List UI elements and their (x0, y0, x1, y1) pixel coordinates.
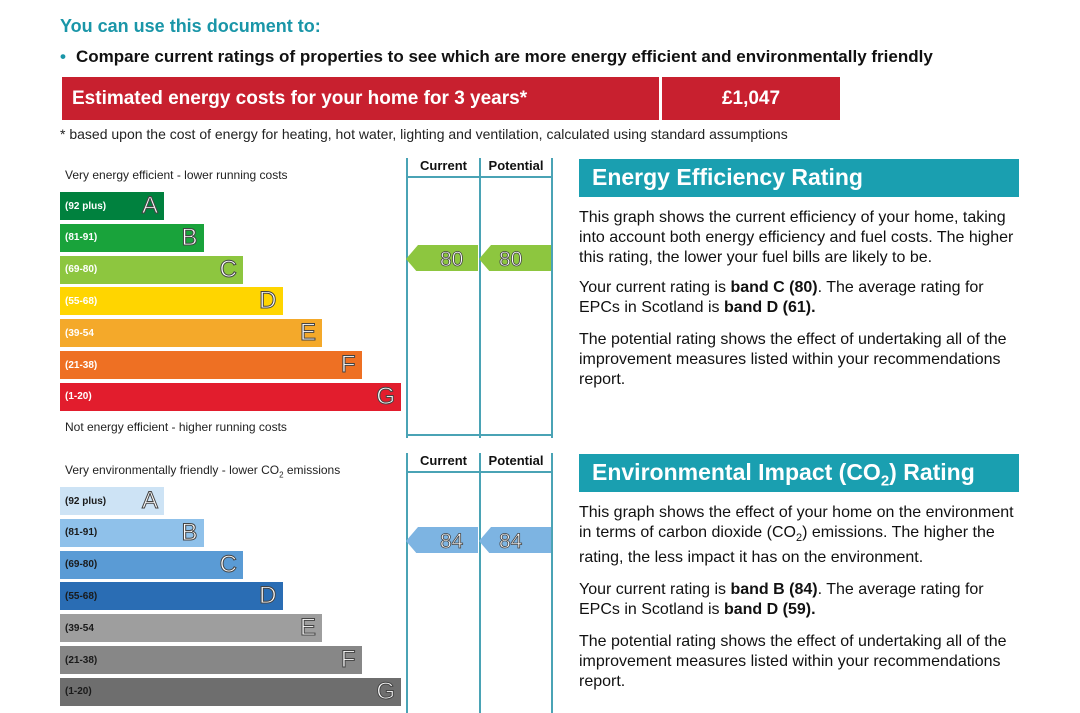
band-letter: A (141, 487, 158, 515)
potential-column-header: Potential (488, 158, 544, 173)
rating-band-a: (92 plus) A (60, 192, 164, 220)
band-letter: B (181, 223, 198, 251)
environment-potential-rating-text: The potential rating shows the effect of… (579, 633, 1007, 691)
chart-bottom-label: Not energy efficient - higher running co… (65, 420, 287, 434)
band-range: (39-54 (65, 327, 94, 339)
current-column-header: Current (420, 453, 467, 468)
band-letter: A (141, 192, 158, 220)
potential-rating-arrow: 84 (479, 527, 551, 553)
bullet-icon: • (60, 47, 66, 66)
rating-band-e: (39-54 E (60, 319, 322, 348)
bullet-item: • Compare current ratings of properties t… (60, 47, 933, 67)
energy-cost-label: Estimated energy costs for your home for… (62, 77, 659, 120)
rating-band-d: (55-68) D (60, 287, 283, 316)
chart-top-label: Very energy efficient - lower running co… (65, 168, 288, 182)
band-range: (21-38) (65, 654, 98, 666)
band-range: (21-38) (65, 359, 98, 371)
band-range: (55-68) (65, 590, 98, 602)
band-range: (1-20) (65, 391, 92, 403)
energy-current-rating-text: Your current rating is band C (80). The … (579, 279, 984, 316)
environmental-impact-panel: Environmental Impact (CO2) Rating This g… (579, 454, 1019, 692)
band-range: (39-54 (65, 622, 94, 634)
cost-footnote: * based upon the cost of energy for heat… (60, 126, 788, 142)
bullet-text: Compare current ratings of properties to… (75, 47, 933, 66)
rating-band-b: (81-91) B (60, 223, 204, 252)
current-rating-value: 84 (440, 530, 464, 553)
potential-rating-arrow: 80 (479, 245, 551, 271)
energy-efficiency-desc: This graph shows the current efficiency … (579, 209, 1014, 266)
band-letter: B (181, 518, 198, 546)
rating-band-e: (39-54 E (60, 614, 322, 643)
band-range: (81-91) (65, 527, 98, 539)
rating-band-c: (69-80) C (60, 550, 243, 579)
rating-band-b: (81-91) B (60, 518, 204, 547)
energy-cost-bar: Estimated energy costs for your home for… (62, 77, 840, 120)
band-letter: G (376, 677, 396, 705)
current-rating-arrow: 84 (406, 527, 478, 553)
rating-band-f: (21-38) F (60, 351, 362, 379)
environmental-impact-desc: This graph shows the effect of your home… (579, 504, 1014, 567)
environment-current-rating-text: Your current rating is band B (84). The … (579, 581, 984, 619)
environmental-impact-title: Environmental Impact (CO2) Rating (579, 454, 1019, 492)
rating-band-c: (69-80) C (60, 255, 243, 284)
band-range: (55-68) (65, 295, 98, 307)
rating-band-d: (55-68) D (60, 582, 283, 611)
current-rating-value: 80 (440, 248, 463, 271)
energy-efficiency-panel: Energy Efficiency Rating This graph show… (579, 159, 1019, 390)
rating-band-f: (21-38) F (60, 646, 362, 674)
energy-potential-rating-text: The potential rating shows the effect of… (579, 331, 1007, 388)
energy-efficiency-chart: Current Potential Very energy efficient … (60, 158, 553, 438)
band-letter: F (340, 351, 356, 379)
energy-cost-value: £1,047 (662, 77, 840, 120)
band-letter: F (340, 646, 356, 674)
rating-band-g: (1-20) G (60, 382, 401, 411)
potential-rating-value: 80 (499, 248, 522, 271)
energy-efficiency-title: Energy Efficiency Rating (579, 159, 1019, 197)
rating-band-g: (1-20) G (60, 677, 401, 706)
band-range: (69-80) (65, 264, 98, 276)
current-rating-arrow: 80 (406, 245, 478, 271)
potential-rating-value: 84 (499, 530, 523, 553)
band-letter: D (259, 287, 277, 315)
band-letter: G (376, 382, 396, 410)
band-range: (1-20) (65, 686, 92, 698)
band-letter: E (299, 319, 316, 347)
band-range: (92 plus) (65, 200, 107, 212)
environmental-impact-chart: Current Potential Very environmentally f… (60, 453, 553, 713)
band-range: (69-80) (65, 559, 98, 571)
band-letter: C (219, 255, 237, 283)
potential-column-header: Potential (488, 453, 544, 468)
current-column-header: Current (420, 158, 467, 173)
intro-heading: You can use this document to: (60, 16, 321, 36)
band-letter: C (219, 550, 237, 578)
rating-band-a: (92 plus) A (60, 487, 164, 515)
band-letter: D (259, 582, 277, 610)
band-letter: E (299, 614, 316, 642)
chart-top-label: Very environmentally friendly - lower CO… (65, 463, 341, 480)
band-range: (81-91) (65, 232, 98, 244)
band-range: (92 plus) (65, 495, 107, 507)
